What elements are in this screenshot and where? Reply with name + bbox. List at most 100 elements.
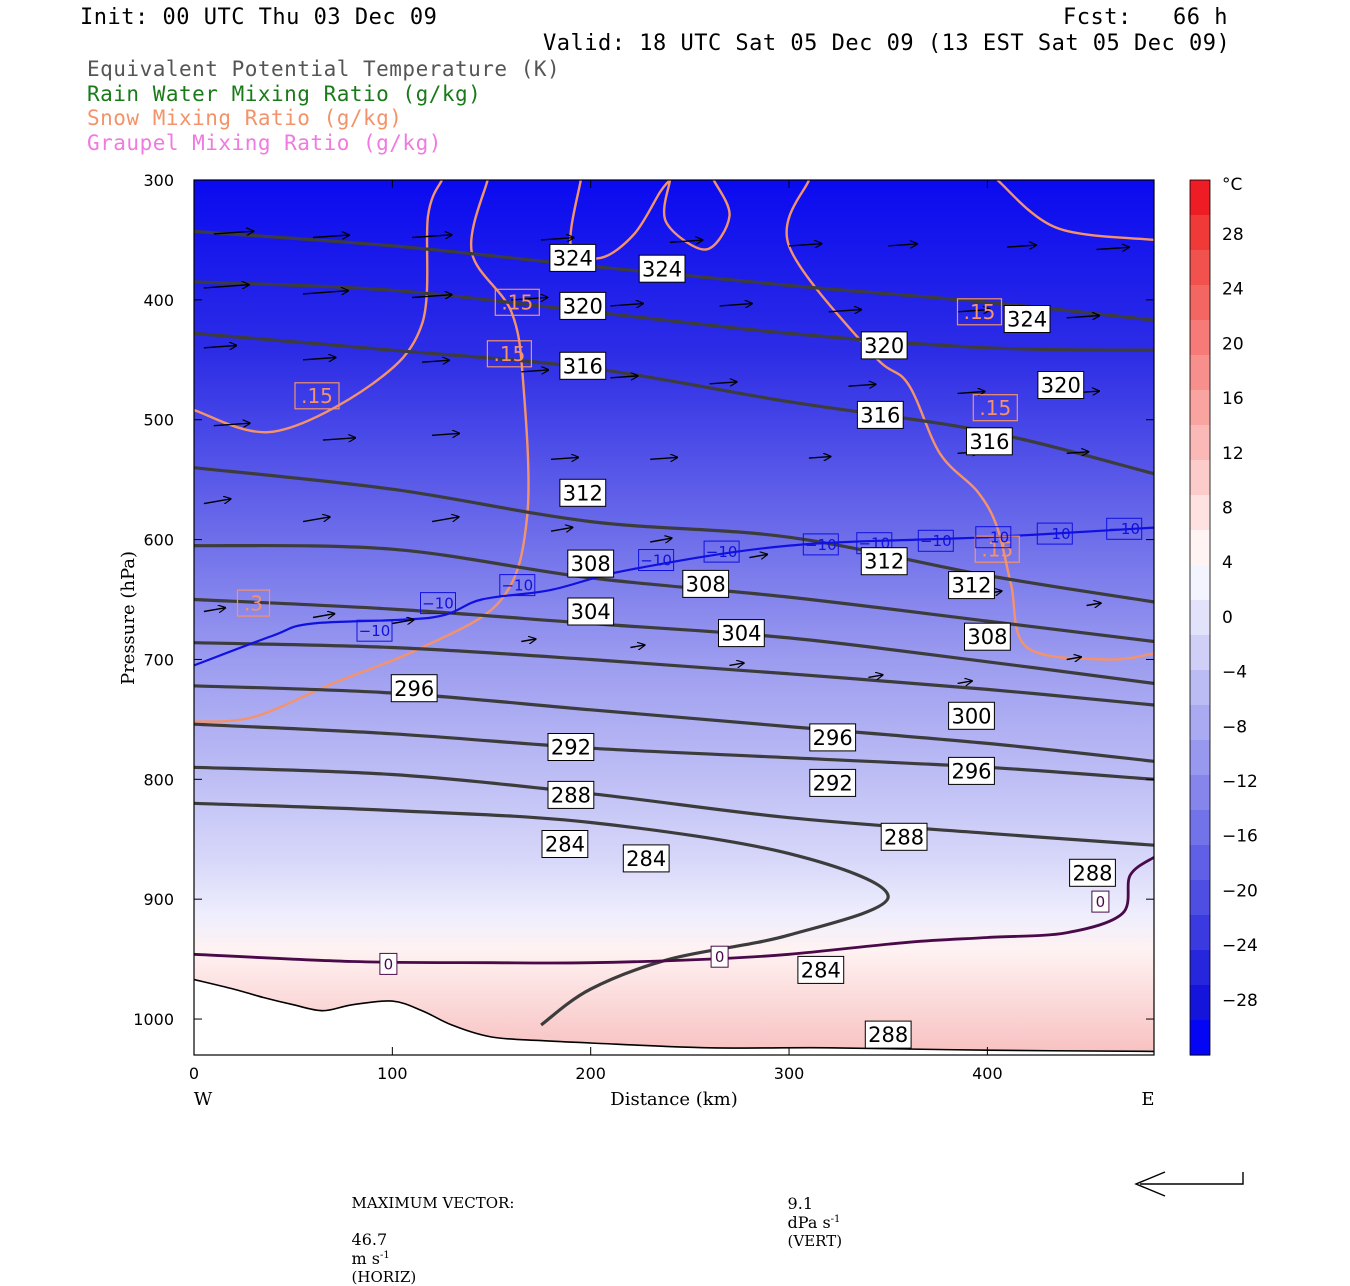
x-right-end-label: E (1141, 1089, 1154, 1110)
theta-e-label-1-box (638, 254, 686, 283)
theta-e-contour-320 (194, 280, 1154, 352)
theta-e-label-4-box (1003, 305, 1051, 333)
snow-label-1-text: .15 (501, 291, 533, 315)
theta-e-label-10-box (860, 547, 908, 576)
snow-label-2: .15 (486, 340, 532, 368)
wind-vector-47 (521, 639, 535, 642)
wind-vector-19 (303, 358, 335, 360)
horiz-value: 46.7 (351, 1230, 388, 1249)
colorbar-swatch-8 (1190, 460, 1210, 496)
theta-e-label-19-text: 296 (951, 760, 991, 784)
valid-time: Valid: 18 UTC Sat 05 Dec 09 (13 EST Sat … (543, 31, 1231, 56)
isotherm-neg10-label-7: −10 (917, 529, 954, 552)
theta-e-label-1: 324 (638, 254, 686, 283)
wind-vector-43 (1086, 603, 1101, 606)
theta-e-contour-308 (194, 543, 1154, 644)
x-tick-label-100: 100 (377, 1064, 408, 1083)
snow-label-6-box (236, 589, 271, 617)
colorbar-swatch-4 (1190, 320, 1210, 356)
snow-label-4: .15 (974, 535, 1020, 563)
theta-e-label-13: 308 (682, 569, 730, 598)
theta-e-label-15-box (567, 597, 615, 626)
wind-vector-0 (213, 231, 254, 234)
theta-e-label-16-box (718, 619, 765, 648)
theta-e-label-14-text: 308 (967, 625, 1007, 649)
snow-label-5-text: .15 (964, 300, 996, 324)
legend-rain-water: Rain Water Mixing Ratio (g/kg) (87, 82, 482, 106)
colorbar-tick-label-1: 24 (1222, 280, 1244, 300)
wind-vector-13 (610, 304, 643, 306)
isotherm-neg10-label-3-text: −10 (640, 551, 672, 569)
theta-e-label-15-text: 304 (571, 600, 611, 624)
snow-label-4-box (974, 535, 1020, 563)
theta-e-label-29: 284 (797, 955, 845, 984)
theta-e-label-29-text: 284 (801, 959, 841, 983)
wind-vector-45 (312, 614, 334, 618)
theta-e-label-18-box (809, 723, 857, 752)
colorbar-tick-label-12: −20 (1222, 881, 1258, 901)
theta-e-label-27-text: 284 (545, 833, 585, 857)
wind-vector-37 (431, 517, 459, 523)
colorbar-swatch-23 (1190, 985, 1210, 1021)
theta-e-label-29-box (797, 955, 845, 984)
reference-vector (1134, 1171, 1244, 1197)
wind-vector-34 (1066, 452, 1089, 454)
wind-vector-25 (957, 392, 985, 394)
theta-e-label-24-box (880, 822, 928, 851)
max-vector-label: MAXIMUM VECTOR: (351, 1194, 515, 1212)
theta-e-label-13-box (682, 569, 730, 598)
snow-label-5: .15 (956, 298, 1003, 326)
colorbar-swatch-6 (1190, 390, 1210, 426)
colorbar-tick-label-9: −8 (1222, 717, 1247, 737)
theta-e-label-6-text: 316 (563, 354, 603, 378)
theta-e-label-11: 312 (948, 571, 995, 600)
theta-e-label-8-box (966, 427, 1013, 456)
wind-vector-16 (957, 310, 990, 312)
wind-vector-7 (1007, 245, 1036, 247)
isotherm-neg10-label-4-box (703, 540, 740, 563)
isotherm-neg10-label-5-box (802, 533, 839, 556)
isotherm-0-label-2: 0 (1091, 890, 1110, 913)
colorbar-units: °C (1222, 175, 1242, 195)
theta-e-label-4-text: 324 (1007, 308, 1047, 332)
temperature-shading (194, 180, 1154, 1055)
legend-graupel: Graupel Mixing Ratio (g/kg) (87, 131, 442, 155)
isotherm-neg10-label-4: −10 (703, 540, 740, 563)
isotherm-0-label-1-text: 0 (715, 948, 725, 966)
colorbar-tick-label-5: 8 (1222, 499, 1233, 519)
colorbar-swatch-21 (1190, 915, 1210, 951)
theta-e-label-14-box (964, 622, 1011, 651)
reference-vector-arrow-icon (1140, 1172, 1244, 1185)
colorbar-tick-label-3: 16 (1222, 389, 1244, 409)
theta-e-label-5-box (1037, 371, 1085, 399)
forecast-hour: Fcst: 66 h (1063, 5, 1228, 30)
theta-e-label-10-text: 312 (864, 550, 904, 574)
wind-vector-9 (203, 285, 249, 288)
snow-label-0-box (294, 382, 340, 410)
isotherm-0-label-2-box (1091, 890, 1110, 913)
colorbar-tick-label-7: 0 (1222, 608, 1233, 628)
theta-e-label-10: 312 (860, 547, 908, 576)
isotherm-neg10-label-1: −10 (420, 592, 456, 615)
terrain-fill (194, 979, 1154, 1055)
theta-e-label-11-box (948, 571, 995, 600)
colorbar-tick-label-13: −24 (1222, 936, 1258, 956)
theta-e-label-16-text: 304 (721, 622, 761, 646)
isotherm-neg10-label-0-box (356, 619, 393, 642)
wind-vector-50 (868, 675, 882, 678)
isotherm-neg10-label-3-box (638, 549, 675, 571)
theta-e-label-3: 320 (860, 331, 908, 360)
theta-e-label-12: 308 (567, 549, 615, 578)
isotherm-0-label-0-box (379, 952, 398, 975)
theta-e-label-17: 296 (390, 674, 438, 703)
y-tick-label-900: 900 (143, 890, 174, 909)
theta-e-label-2-text: 320 (563, 294, 603, 318)
colorbar-tick-label-2: 20 (1222, 334, 1244, 354)
wind-vector-14 (719, 304, 752, 306)
wind-vector-52 (1066, 657, 1081, 660)
theta-e-label-23: 288 (547, 780, 595, 809)
plot-frame (193, 179, 1155, 1056)
max-vector-footer: MAXIMUM VECTOR: 46.7 m s-1 (HORIZ) (342, 1176, 515, 1286)
theta-e-label-27-box (541, 830, 589, 858)
colorbar-swatch-13 (1190, 635, 1210, 671)
